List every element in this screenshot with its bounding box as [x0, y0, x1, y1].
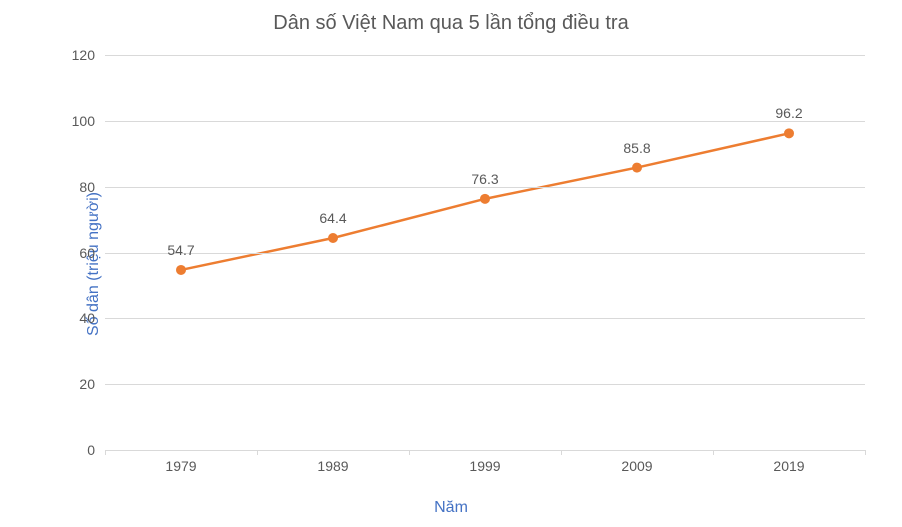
y-tick-label: 40: [79, 310, 95, 326]
chart-container: Dân số Việt Nam qua 5 lần tổng điều tra …: [0, 0, 902, 527]
x-tick-mark: [865, 450, 866, 455]
x-tick-mark: [713, 450, 714, 455]
gridline: [105, 384, 865, 385]
x-tick-mark: [105, 450, 106, 455]
x-tick-label: 1989: [317, 458, 348, 474]
plot-area: 0204060801001201979198919992009201954.76…: [105, 55, 865, 450]
x-tick-label: 2009: [621, 458, 652, 474]
gridline: [105, 253, 865, 254]
gridline: [105, 450, 865, 451]
y-tick-label: 100: [72, 113, 95, 129]
data-marker: [632, 163, 642, 173]
gridline: [105, 121, 865, 122]
x-tick-mark: [409, 450, 410, 455]
data-marker: [176, 265, 186, 275]
data-marker: [328, 233, 338, 243]
data-label: 64.4: [319, 210, 346, 226]
data-marker: [784, 128, 794, 138]
x-tick-label: 1979: [165, 458, 196, 474]
data-label: 54.7: [167, 242, 194, 258]
x-axis-label: Năm: [0, 499, 902, 517]
y-tick-label: 120: [72, 47, 95, 63]
x-tick-label: 2019: [773, 458, 804, 474]
y-tick-label: 80: [79, 179, 95, 195]
y-tick-label: 60: [79, 245, 95, 261]
y-tick-label: 0: [87, 442, 95, 458]
x-tick-mark: [257, 450, 258, 455]
gridline: [105, 318, 865, 319]
y-tick-label: 20: [79, 376, 95, 392]
data-label: 85.8: [623, 140, 650, 156]
data-label: 76.3: [471, 171, 498, 187]
x-tick-mark: [561, 450, 562, 455]
data-label: 96.2: [775, 105, 802, 121]
x-tick-label: 1999: [469, 458, 500, 474]
data-marker: [480, 194, 490, 204]
chart-title: Dân số Việt Nam qua 5 lần tổng điều tra: [0, 12, 902, 35]
gridline: [105, 55, 865, 56]
